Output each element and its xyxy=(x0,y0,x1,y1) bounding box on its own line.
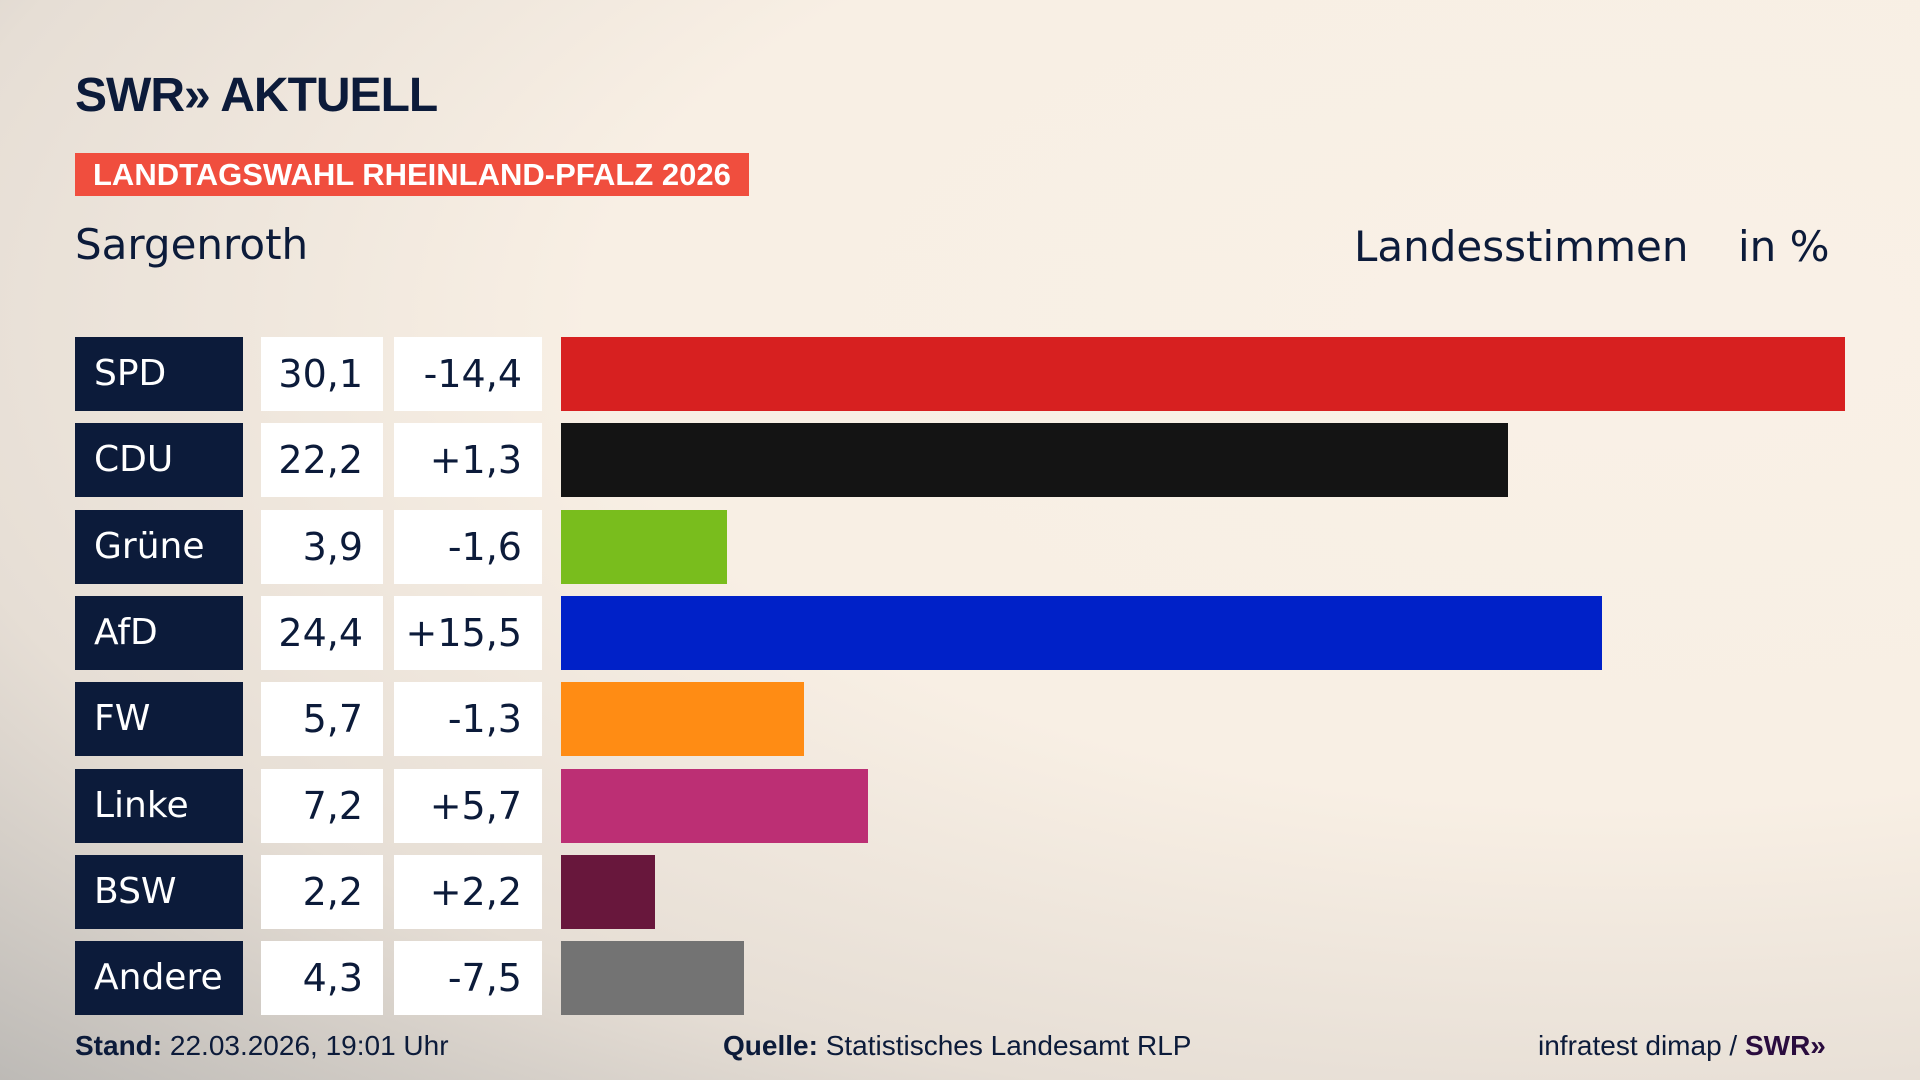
source-info: Quelle: Statistisches Landesamt RLP xyxy=(723,1030,1191,1062)
bar xyxy=(561,509,728,584)
party-label: SPD xyxy=(75,337,243,411)
metric-label: Landesstimmen xyxy=(1354,222,1689,271)
election-banner: LANDTAGSWAHL RHEINLAND-PFALZ 2026 xyxy=(75,153,749,196)
source-label: Quelle: xyxy=(723,1030,818,1061)
unit-label: in % xyxy=(1738,222,1830,271)
bar xyxy=(561,682,805,757)
party-label: CDU xyxy=(75,423,243,498)
value-label: 7,2 xyxy=(261,768,383,843)
stand-info: Stand: 22.03.2026, 19:01 Uhr xyxy=(75,1030,449,1062)
bar xyxy=(561,423,1508,498)
bar xyxy=(561,595,1602,670)
chart-row: SPD 30,1 -14,4 xyxy=(0,337,1920,411)
chart-row: FW 5,7 -1,3 xyxy=(0,682,1920,757)
chart-row: Andere 4,3 -7,5 xyxy=(0,941,1920,1016)
stand-value: 22.03.2026, 19:01 Uhr xyxy=(169,1030,449,1061)
bar xyxy=(561,854,655,929)
swr-logo: SWR» xyxy=(1744,1030,1826,1061)
diff-label: -1,3 xyxy=(394,682,542,757)
value-label: 2,2 xyxy=(261,854,383,929)
party-label: AfD xyxy=(75,595,243,670)
diff-label: +2,2 xyxy=(394,854,542,929)
credit-text: infratest dimap / xyxy=(1538,1030,1745,1061)
chart-row: BSW 2,2 +2,2 xyxy=(0,854,1920,929)
value-label: 3,9 xyxy=(261,509,383,584)
chart-row: CDU 22,2 +1,3 xyxy=(0,423,1920,498)
value-label: 22,2 xyxy=(261,423,383,498)
credit-info: infratest dimap / SWR» xyxy=(1538,1030,1826,1062)
bar xyxy=(561,768,869,843)
diff-label: -1,6 xyxy=(394,509,542,584)
party-label: Linke xyxy=(75,768,243,843)
party-label: BSW xyxy=(75,854,243,929)
party-label: FW xyxy=(75,682,243,757)
party-label: Andere xyxy=(75,941,243,1016)
swr-aktuell-logo: SWR» AKTUELL xyxy=(75,69,438,122)
bar xyxy=(561,337,1845,411)
diff-label: -7,5 xyxy=(394,941,542,1016)
value-label: 30,1 xyxy=(261,337,383,411)
chart-row: Linke 7,2 +5,7 xyxy=(0,768,1920,843)
diff-label: +5,7 xyxy=(394,768,542,843)
diff-label: +15,5 xyxy=(394,595,542,670)
diff-label: -14,4 xyxy=(394,337,542,411)
bar xyxy=(561,941,745,1016)
value-label: 5,7 xyxy=(261,682,383,757)
value-label: 4,3 xyxy=(261,941,383,1016)
party-label: Grüne xyxy=(75,509,243,584)
stand-label: Stand: xyxy=(75,1030,163,1061)
value-label: 24,4 xyxy=(261,595,383,670)
diff-label: +1,3 xyxy=(394,423,542,498)
chart-row: AfD 24,4 +15,5 xyxy=(0,595,1920,670)
chart-row: Grüne 3,9 -1,6 xyxy=(0,509,1920,584)
source-value: Statistisches Landesamt RLP xyxy=(825,1030,1192,1061)
place-title: Sargenroth xyxy=(75,220,309,269)
